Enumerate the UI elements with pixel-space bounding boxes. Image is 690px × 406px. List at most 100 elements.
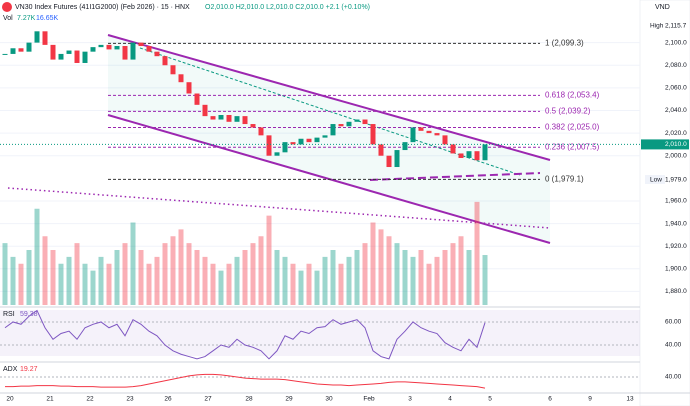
candle [282, 142, 288, 153]
volume-bar [210, 263, 216, 305]
currency[interactable]: VND [655, 4, 670, 11]
high-label: High [650, 23, 664, 30]
volume-bar [42, 236, 48, 305]
candle [298, 138, 304, 145]
candle [450, 144, 456, 154]
fib-label: 1 (2,099.3) [545, 39, 584, 48]
candle [234, 116, 240, 122]
volume-bar [186, 243, 192, 305]
candle [402, 142, 408, 151]
volume-bar [34, 208, 40, 305]
fib-label: 0.236 (2,007.5) [545, 142, 600, 151]
y-tick-label: 2,060.0 [665, 85, 687, 92]
volume-bar [402, 250, 408, 305]
candle [474, 151, 480, 161]
volume-bar [218, 270, 224, 305]
fib-label: 0.618 (2,053.4) [545, 90, 600, 99]
x-tick-label: 4 [448, 396, 452, 403]
volume-bar [394, 243, 400, 305]
volume-bar [66, 256, 72, 305]
volume-bar [386, 236, 392, 305]
candle [34, 31, 40, 43]
candle [330, 124, 336, 136]
volume-bar [114, 250, 120, 305]
candle [482, 144, 488, 161]
fib-label: 0.5 (2,039.2) [545, 106, 591, 115]
volume-bar [122, 243, 128, 305]
x-tick-label: 21 [46, 396, 54, 403]
candle [138, 42, 144, 47]
symbol-title: VN30 Index Futures (41I1G2000) (Feb 2026… [15, 4, 190, 11]
volume-bar [330, 250, 336, 305]
rsi-band [0, 310, 640, 356]
x-tick-label: Feb [363, 396, 375, 403]
candle [194, 93, 200, 105]
x-tick-label: 6 [548, 396, 552, 403]
channel-fill [108, 35, 550, 243]
candle [210, 116, 216, 120]
adx-value: 19.27 [20, 366, 38, 373]
candle [338, 124, 344, 127]
candle [378, 144, 384, 156]
candle [162, 56, 168, 66]
volume-bar [274, 250, 280, 305]
last-price: 2,010.0 [665, 141, 687, 148]
candle [466, 151, 472, 158]
volume-bar [130, 222, 136, 305]
volume-bar [282, 256, 288, 305]
adx-line [5, 373, 486, 389]
volume-bar [146, 263, 152, 305]
y-tick-label: 1,960.0 [665, 198, 687, 205]
price-axis [639, 0, 690, 406]
y-tick-label: 2,040.0 [665, 107, 687, 114]
candle [386, 155, 392, 168]
volume-bar [50, 250, 56, 305]
volume-bar [378, 229, 384, 305]
candle [242, 116, 248, 125]
high-value: 2,115.7 [665, 23, 687, 30]
x-tick-label: 26 [164, 396, 172, 403]
volume-bar [482, 255, 488, 305]
low-tag [645, 175, 665, 184]
volume-bar [290, 263, 296, 305]
candle [98, 44, 104, 48]
x-tick-label: 20 [6, 396, 14, 403]
candle [458, 153, 464, 158]
candle [266, 135, 272, 156]
indicator-tick: 40.00 [665, 374, 682, 381]
candle [18, 48, 24, 52]
y-tick-label: 2,080.0 [665, 62, 687, 69]
candle [58, 53, 64, 60]
x-tick-label: 3 [408, 396, 412, 403]
volume-bar [346, 256, 352, 305]
candle [26, 42, 32, 52]
x-tick-label: 29 [285, 396, 293, 403]
volume-bar [298, 270, 304, 305]
fib-label: 0 (1,979.1) [545, 174, 584, 183]
vol-label: Vol [3, 15, 13, 22]
support-dashed [369, 172, 541, 181]
candle [178, 74, 184, 83]
volume-bar [322, 256, 328, 305]
candle [442, 135, 448, 145]
last-price-tag [641, 139, 689, 150]
candle [74, 50, 80, 63]
ohlc: O2,010.0 H2,010.0 L2,010.0 C2,010.0 +2.1… [205, 4, 370, 11]
candle [362, 119, 368, 125]
y-tick-label: 1,940.0 [665, 220, 687, 227]
candle [114, 46, 120, 50]
candle [370, 124, 376, 145]
y-tick-label: 1,880.0 [665, 288, 687, 295]
candle [122, 46, 128, 60]
candle [170, 65, 176, 75]
candle [226, 115, 232, 122]
candle [202, 104, 208, 117]
volume-bar [202, 256, 208, 305]
candle [186, 82, 192, 94]
low-value: 1,979.0 [665, 177, 687, 184]
volume-bar [250, 243, 256, 305]
candle [322, 135, 328, 138]
candle [218, 115, 224, 120]
